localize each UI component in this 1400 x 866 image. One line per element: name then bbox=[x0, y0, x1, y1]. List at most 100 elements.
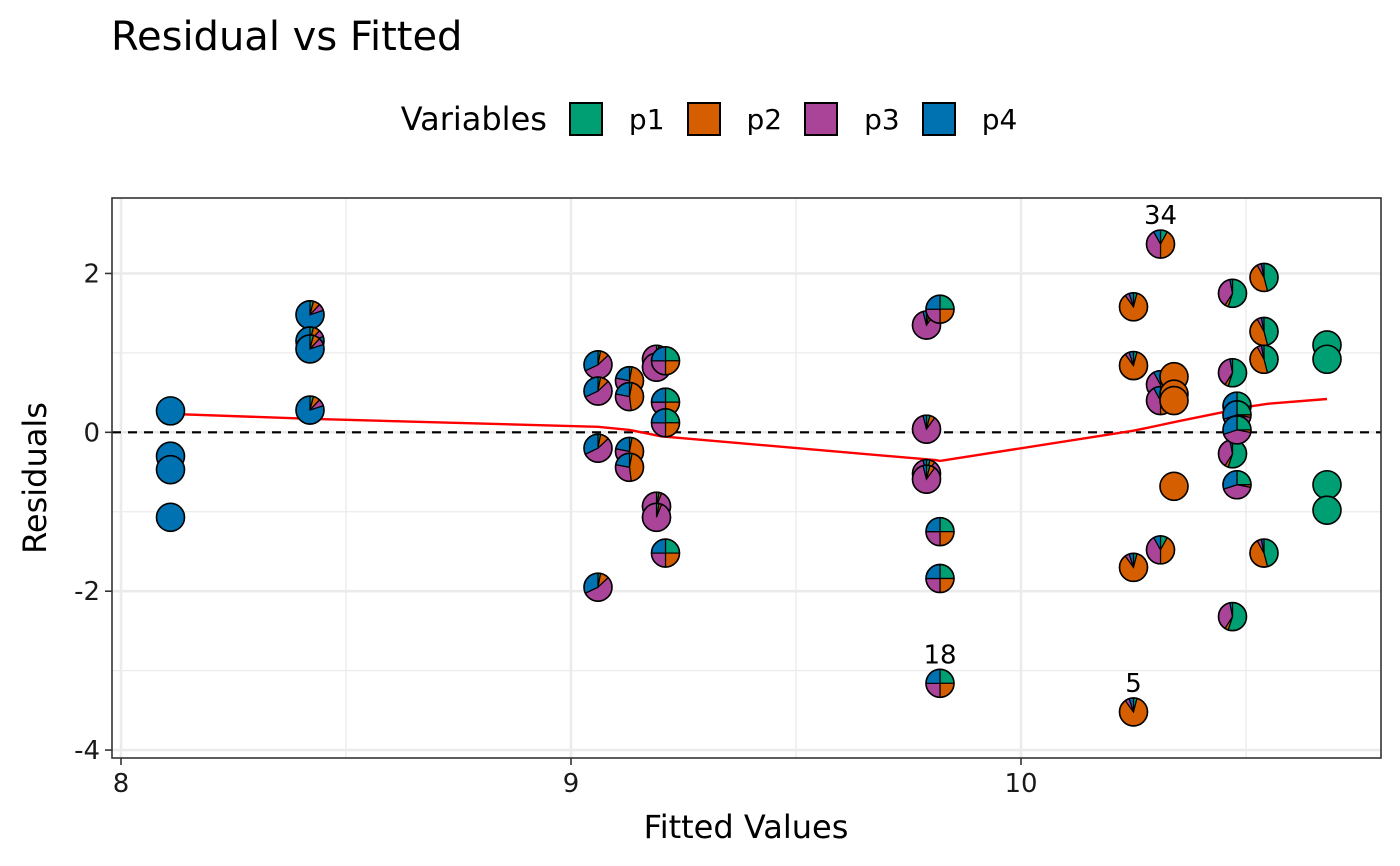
legend-label-p1: p1 bbox=[628, 102, 665, 136]
pie-outline bbox=[614, 452, 645, 483]
pie-outline bbox=[1249, 344, 1279, 375]
pie-outline bbox=[1118, 292, 1149, 322]
pie-point bbox=[1312, 469, 1342, 500]
pie-point bbox=[583, 433, 613, 464]
legend-item-p1: p1 bbox=[568, 102, 665, 136]
pie-outline bbox=[650, 407, 681, 438]
pie-point bbox=[295, 299, 325, 330]
pie-point bbox=[614, 381, 645, 412]
pie-outline bbox=[641, 502, 672, 533]
pie-outline bbox=[583, 433, 613, 464]
pie-point bbox=[925, 563, 955, 594]
pie-outline bbox=[583, 572, 613, 603]
pie-point bbox=[911, 414, 942, 444]
pie-point bbox=[1312, 495, 1342, 525]
pie-outline bbox=[925, 294, 955, 325]
pie-point bbox=[583, 572, 613, 603]
pie-point bbox=[155, 396, 186, 426]
pie-outline bbox=[295, 334, 325, 364]
pie-point bbox=[1312, 344, 1342, 375]
x-axis-title: Fitted Values bbox=[644, 808, 849, 846]
point-labels: 18 5 34 bbox=[923, 201, 1177, 699]
pie-outline bbox=[1249, 538, 1279, 568]
pie-point bbox=[1222, 469, 1252, 500]
pie-point bbox=[1249, 262, 1279, 293]
pie-point bbox=[1118, 697, 1149, 727]
pie-point bbox=[295, 395, 325, 425]
pie-point bbox=[1118, 292, 1149, 322]
pie-point bbox=[1249, 538, 1279, 568]
pie-slice bbox=[1312, 344, 1342, 375]
legend-label-p4: p4 bbox=[981, 102, 1018, 136]
pie-outline bbox=[911, 464, 942, 494]
pie-point bbox=[155, 502, 186, 533]
pie-point bbox=[1217, 357, 1248, 388]
y-tick-label: 2 bbox=[83, 259, 100, 289]
pie-outline bbox=[1249, 262, 1279, 293]
pie-point bbox=[1159, 471, 1189, 502]
pie-outline bbox=[583, 376, 613, 406]
x-tick-label: 10 bbox=[1004, 769, 1037, 799]
pie-outline bbox=[1222, 415, 1252, 445]
pie-point bbox=[1145, 535, 1176, 565]
pie-outline bbox=[925, 516, 955, 547]
pie-point bbox=[295, 334, 325, 364]
pie-point bbox=[583, 376, 613, 406]
pie-point bbox=[925, 294, 955, 325]
point-label: 5 bbox=[1125, 669, 1142, 699]
pie-slice bbox=[1159, 471, 1189, 502]
point-label: 18 bbox=[923, 640, 956, 670]
pie-outline bbox=[925, 668, 955, 699]
plot-background bbox=[112, 198, 1381, 758]
pie-point bbox=[925, 668, 955, 699]
pie-outline bbox=[1118, 350, 1149, 381]
pie-outline bbox=[1217, 357, 1248, 388]
pie-point bbox=[1118, 350, 1149, 381]
y-tick-label: -2 bbox=[74, 577, 100, 607]
pie-point bbox=[650, 346, 681, 376]
pie-outline bbox=[1145, 535, 1176, 565]
pie-outline bbox=[650, 346, 681, 376]
pie-outline bbox=[295, 395, 325, 425]
pie-outline bbox=[1217, 278, 1248, 309]
legend: Variables p1 p2 p3 p4 bbox=[0, 94, 1400, 144]
pie-point bbox=[650, 407, 681, 438]
pie-point bbox=[641, 502, 672, 533]
chart-title: Residual vs Fitted bbox=[111, 14, 463, 60]
legend-item-p4: p4 bbox=[921, 102, 1018, 136]
x-tick-label: 9 bbox=[563, 769, 580, 799]
pie-outline bbox=[1222, 469, 1252, 500]
pie-outline bbox=[1118, 697, 1149, 727]
x-tick-label: 8 bbox=[113, 769, 130, 799]
legend-label-p2: p2 bbox=[746, 102, 783, 136]
y-axis-title: Residuals bbox=[16, 402, 54, 554]
panel-border bbox=[111, 197, 1382, 759]
pie-outline bbox=[911, 414, 942, 444]
pie-outline bbox=[1145, 229, 1176, 259]
points bbox=[155, 229, 1342, 727]
pie-slice bbox=[155, 502, 186, 533]
legend-item-p2: p2 bbox=[686, 102, 783, 136]
pie-slice bbox=[155, 396, 186, 426]
pie-point bbox=[650, 538, 681, 568]
legend-title: Variables bbox=[400, 100, 547, 138]
point-label: 34 bbox=[1144, 201, 1177, 231]
pie-point bbox=[1159, 385, 1189, 416]
y-tick-label: -4 bbox=[74, 736, 100, 766]
pie-point bbox=[583, 350, 613, 380]
pie-outline bbox=[925, 563, 955, 594]
pie-slice bbox=[1312, 495, 1342, 525]
pie-slice bbox=[1312, 469, 1342, 500]
pie-point bbox=[1222, 415, 1252, 445]
pie-outline bbox=[1217, 601, 1248, 632]
pie-outline bbox=[650, 538, 681, 568]
pie-point bbox=[1217, 601, 1248, 632]
legend-item-p3: p3 bbox=[804, 102, 900, 136]
pie-point bbox=[1217, 278, 1248, 309]
legend-swatch-p2 bbox=[686, 102, 721, 136]
pie-point bbox=[911, 464, 942, 494]
legend-label-p3: p3 bbox=[864, 102, 900, 136]
pie-outline bbox=[614, 381, 645, 412]
pie-outline bbox=[1118, 552, 1149, 583]
